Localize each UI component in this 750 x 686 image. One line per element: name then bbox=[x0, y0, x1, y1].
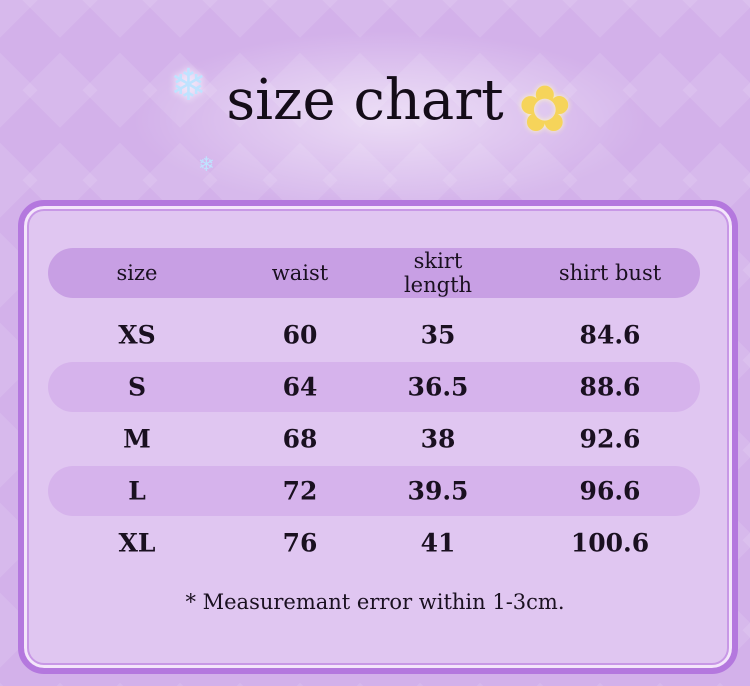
stripe-row-l bbox=[48, 466, 700, 516]
header-row bbox=[48, 248, 700, 298]
table-cell: 88.6 bbox=[579, 372, 641, 402]
measurement-note: * Measuremant error within 1-3cm. bbox=[185, 590, 565, 614]
table-cell: 72 bbox=[282, 476, 318, 506]
table-cell: 100.6 bbox=[570, 528, 650, 558]
page-title: size chart bbox=[226, 68, 504, 133]
stripe-row-s bbox=[48, 362, 700, 412]
table-cell: 76 bbox=[282, 528, 318, 558]
table-cell: 38 bbox=[420, 424, 456, 454]
header-shirt-bust: shirt bust bbox=[558, 261, 662, 285]
table-cell: XL bbox=[118, 528, 156, 558]
table-cell: 60 bbox=[282, 320, 318, 350]
header-size: size bbox=[116, 261, 158, 285]
header-skirt-length: skirt length bbox=[404, 249, 472, 297]
table-cell: L bbox=[128, 476, 146, 506]
snowflake-small-icon: ❄ bbox=[198, 152, 215, 176]
header-line: skirt bbox=[413, 249, 463, 273]
table-cell: M bbox=[123, 424, 151, 454]
table-cell: 64 bbox=[282, 372, 318, 402]
table-cell: 92.6 bbox=[579, 424, 641, 454]
snowflake-icon: ❄ bbox=[170, 60, 207, 111]
table-cell: S bbox=[127, 372, 147, 402]
table-cell: 41 bbox=[420, 528, 456, 558]
table-cell: 39.5 bbox=[407, 476, 469, 506]
table-cell: 68 bbox=[282, 424, 318, 454]
table-cell: 84.6 bbox=[579, 320, 641, 350]
decorative-glow bbox=[130, 30, 650, 210]
flower-icon: ✿ bbox=[518, 73, 572, 147]
table-cell: 36.5 bbox=[407, 372, 469, 402]
header-waist: waist bbox=[271, 261, 329, 285]
table-cell: 96.6 bbox=[579, 476, 641, 506]
header-line: length bbox=[403, 273, 473, 297]
table-cell: 35 bbox=[420, 320, 456, 350]
table-cell: XS bbox=[118, 320, 156, 350]
